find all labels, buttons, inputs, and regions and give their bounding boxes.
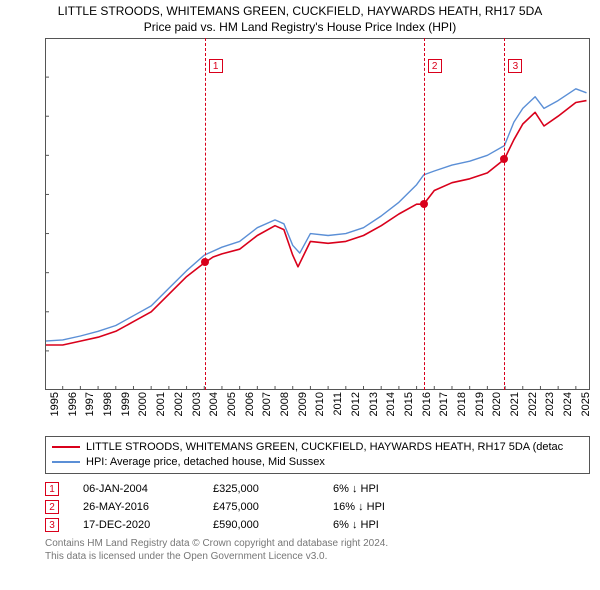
legend-item: LITTLE STROODS, WHITEMANS GREEN, CUCKFIE… [52,440,583,455]
sale-row-badge: 3 [45,518,59,532]
x-tick-label: 2010 [314,392,326,416]
x-tick-label: 2003 [191,392,203,416]
x-tick-label: 2024 [562,392,574,416]
x-tick-label: 2009 [297,392,309,416]
x-tick-label: 2013 [368,392,380,416]
x-tick-label: 2012 [350,392,362,416]
chart-title: LITTLE STROODS, WHITEMANS GREEN, CUCKFIE… [0,0,600,20]
footer-line-2: This data is licensed under the Open Gov… [45,551,590,564]
sale-row: 2 26-MAY-2016£475,00016% ↓ HPI [45,500,590,514]
x-tick-label: 2005 [226,392,238,416]
legend: LITTLE STROODS, WHITEMANS GREEN, CUCKFIE… [45,436,590,475]
x-tick-label: 2022 [527,392,539,416]
footer-line-1: Contains HM Land Registry data © Crown c… [45,538,590,551]
x-tick-label: 2016 [421,392,433,416]
x-tick-label: 2019 [474,392,486,416]
x-tick-label: 2017 [438,392,450,416]
x-tick-label: 2015 [403,392,415,416]
sale-row-badge: 2 [45,500,59,514]
chart-svg [45,38,590,390]
x-tick-label: 1995 [49,392,61,416]
sale-hpi-diff: 6% ↓ HPI [333,519,379,531]
reference-line [424,38,425,390]
sale-marker-badge: 1 [209,59,223,73]
sale-date: 26-MAY-2016 [83,501,213,513]
y-axis-labels: £0£100K£200K£300K£400K£500K£600K£700K£80… [0,38,45,390]
x-tick-label: 2021 [509,392,521,416]
legend-item: HPI: Average price, detached house, Mid … [52,455,583,470]
x-tick-label: 2008 [279,392,291,416]
legend-label: LITTLE STROODS, WHITEMANS GREEN, CUCKFIE… [86,441,563,453]
sale-row: 3 17-DEC-2020£590,0006% ↓ HPI [45,518,590,532]
footer-attribution: Contains HM Land Registry data © Crown c… [45,538,590,563]
sale-row-badge: 1 [45,482,59,496]
legend-swatch [52,446,80,448]
sale-price: £475,000 [213,501,333,513]
sale-price: £590,000 [213,519,333,531]
sale-date: 17-DEC-2020 [83,519,213,531]
x-tick-label: 1998 [102,392,114,416]
x-tick-label: 2011 [332,392,344,416]
x-tick-label: 2006 [244,392,256,416]
x-tick-label: 2018 [456,392,468,416]
x-tick-label: 2001 [155,392,167,416]
sales-table: 106-JAN-2004£325,0006% ↓ HPI226-MAY-2016… [45,482,590,532]
x-tick-label: 2025 [580,392,592,416]
chart-subtitle: Price paid vs. HM Land Registry's House … [0,20,600,36]
x-tick-label: 2004 [208,392,220,416]
sale-marker-dot [201,258,209,266]
x-tick-label: 2007 [261,392,273,416]
x-tick-label: 2023 [544,392,556,416]
x-tick-label: 1996 [67,392,79,416]
chart-plot-area: 1 2 3 [45,38,590,390]
reference-line [205,38,206,390]
sale-marker-dot [420,200,428,208]
sale-date: 06-JAN-2004 [83,483,213,495]
x-axis-labels: 1995 1996 1997 1998 1999 2000 2001 2002 2003 2004… [45,390,590,432]
x-tick-label: 1997 [84,392,96,416]
legend-label: HPI: Average price, detached house, Mid … [86,456,325,468]
legend-swatch [52,461,80,463]
x-tick-label: 2000 [137,392,149,416]
sale-price: £325,000 [213,483,333,495]
reference-line [504,38,505,390]
sale-marker-badge: 2 [428,59,442,73]
x-tick-label: 1999 [120,392,132,416]
sale-hpi-diff: 6% ↓ HPI [333,483,379,495]
x-tick-label: 2002 [173,392,185,416]
x-tick-label: 2020 [491,392,503,416]
sale-marker-dot [500,155,508,163]
sale-marker-badge: 3 [508,59,522,73]
x-tick-label: 2014 [385,392,397,416]
sale-hpi-diff: 16% ↓ HPI [333,501,385,513]
sale-row: 1 06-JAN-2004£325,0006% ↓ HPI [45,482,590,496]
